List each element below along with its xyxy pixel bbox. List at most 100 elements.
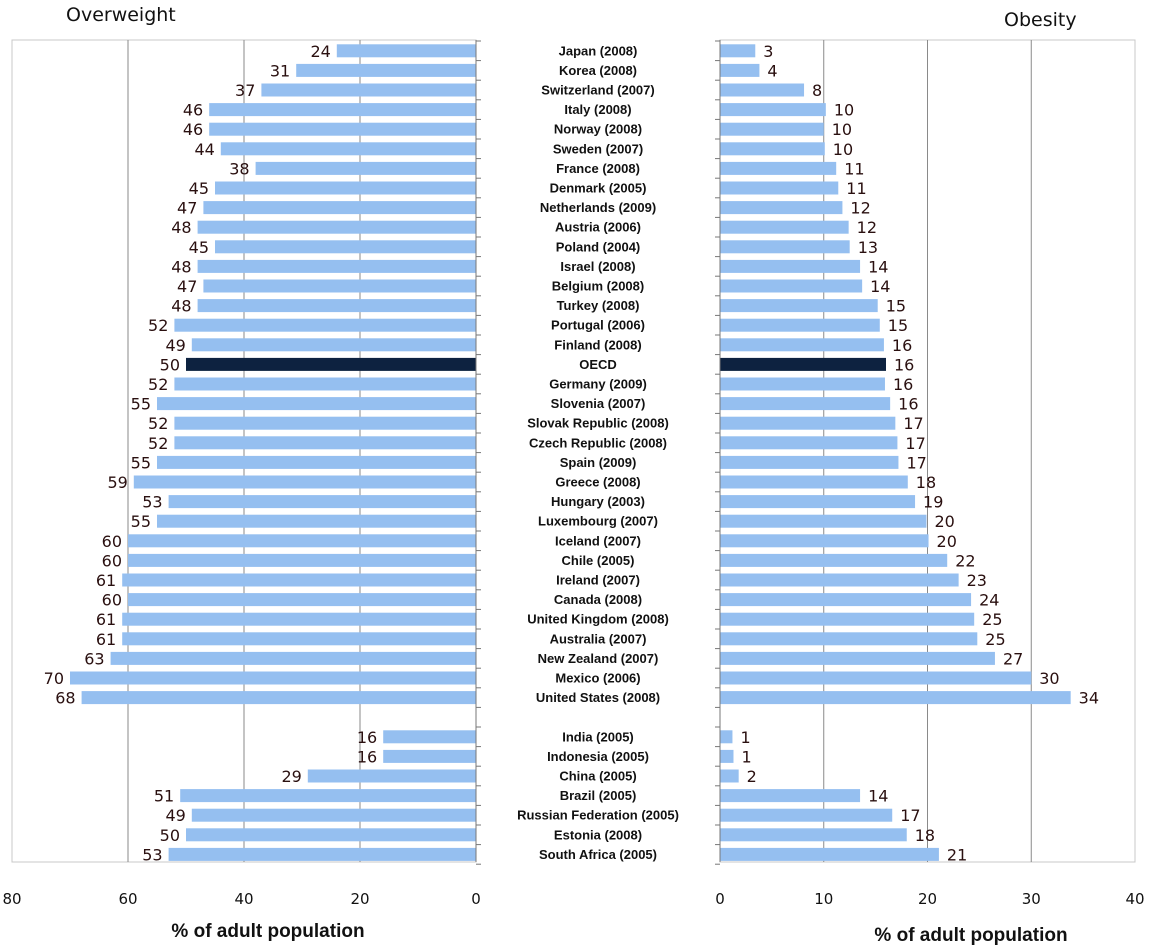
overweight-data-label: 50 [160, 826, 180, 845]
overweight-data-label: 70 [44, 669, 64, 688]
obesity-data-label: 30 [1039, 669, 1059, 688]
category-label: China (2005) [559, 769, 636, 784]
obesity-bar [720, 161, 837, 175]
overweight-x-axis-label: % of adult population [171, 921, 364, 942]
obesity-x-tick-label: 0 [715, 890, 725, 908]
overweight-data-label: 60 [102, 551, 122, 570]
obesity-bar [720, 847, 939, 861]
obesity-data-label: 11 [846, 179, 866, 198]
overweight-bar [215, 181, 476, 195]
obesity-data-label: 20 [934, 512, 954, 531]
obesity-data-labels: 3481010101111121213141415151616161617171… [740, 42, 1099, 865]
obesity-data-label: 18 [916, 473, 936, 492]
obesity-bar [720, 377, 885, 391]
overweight-bar [122, 612, 476, 626]
category-label: South Africa (2005) [539, 847, 657, 862]
obesity-bar [720, 769, 739, 783]
obesity-bar [720, 573, 959, 587]
obesity-data-label: 12 [850, 199, 870, 218]
category-label: Austria (2006) [555, 220, 641, 235]
obesity-data-label: 24 [979, 591, 999, 610]
category-label: Belgium (2008) [552, 279, 644, 294]
obesity-data-label: 15 [886, 297, 906, 316]
overweight-data-label: 45 [189, 238, 209, 257]
obesity-data-label: 14 [868, 787, 888, 806]
obesity-data-label: 10 [834, 101, 854, 120]
category-label: Poland (2004) [556, 239, 641, 254]
overweight-bar [110, 651, 476, 665]
obesity-data-label: 14 [868, 257, 888, 276]
overweight-bars [70, 44, 477, 861]
overweight-data-label: 51 [154, 787, 174, 806]
category-label: Hungary (2003) [551, 494, 645, 509]
obesity-x-tick-label: 20 [918, 890, 937, 908]
obesity-data-label: 17 [903, 414, 923, 433]
overweight-x-tick-label: 0 [471, 890, 481, 908]
overweight-data-label: 47 [177, 199, 197, 218]
overweight-bar [157, 455, 476, 469]
category-label: Australia (2007) [550, 631, 647, 646]
obesity-data-label: 17 [905, 434, 925, 453]
obesity-x-tick-label: 30 [1022, 890, 1041, 908]
obesity-data-label: 20 [937, 532, 957, 551]
overweight-data-label: 52 [148, 375, 168, 394]
overweight-bar [174, 377, 476, 391]
overweight-data-label: 48 [171, 297, 191, 316]
obesity-x-axis-label: % of adult population [874, 925, 1067, 946]
overweight-data-label: 52 [148, 316, 168, 335]
obesity-data-label: 17 [900, 806, 920, 825]
overweight-data-label: 49 [165, 336, 185, 355]
overweight-bar [203, 201, 476, 215]
obesity-bar [720, 730, 733, 744]
category-label: Finland (2008) [554, 337, 641, 352]
overweight-bar [209, 103, 476, 117]
obesity-data-label: 4 [767, 61, 777, 80]
overweight-data-label: 60 [102, 532, 122, 551]
obesity-title: Obesity [1004, 9, 1077, 31]
obesity-bar [720, 83, 805, 97]
obesity-data-label: 21 [947, 845, 967, 864]
obesity-bar [720, 534, 929, 548]
obesity-bar [720, 514, 927, 528]
obesity-data-label: 27 [1003, 649, 1023, 668]
obesity-bar [720, 808, 893, 822]
obesity-data-label: 16 [892, 336, 912, 355]
obesity-bar [720, 593, 972, 607]
overweight-bar [174, 318, 476, 332]
obesity-bar [720, 142, 825, 156]
obesity-data-label: 16 [893, 375, 913, 394]
overweight-bar [209, 122, 476, 136]
overweight-gridlines [127, 40, 361, 862]
overweight-bar [128, 593, 476, 607]
overweight-bar [296, 63, 476, 77]
overweight-bar [122, 632, 476, 646]
overweight-bar [383, 730, 476, 744]
obesity-data-label: 19 [923, 493, 943, 512]
overweight-data-label: 63 [84, 649, 104, 668]
category-label: Israel (2008) [560, 259, 635, 274]
obesity-data-label: 10 [833, 140, 853, 159]
category-label: Netherlands (2009) [540, 200, 656, 215]
category-label: Norway (2008) [554, 122, 642, 137]
overweight-data-label: 31 [270, 61, 290, 80]
obesity-x-tick-label: 40 [1125, 890, 1144, 908]
obesity-data-label: 18 [915, 826, 935, 845]
overweight-bar [168, 847, 476, 861]
category-label: Switzerland (2007) [541, 83, 654, 98]
obesity-data-label: 1 [741, 747, 751, 766]
obesity-bars [720, 44, 1071, 861]
obesity-bar [720, 749, 734, 763]
obesity-data-label: 25 [985, 630, 1005, 649]
overweight-data-label: 68 [55, 689, 75, 708]
overweight-bar [157, 397, 476, 411]
category-label: Iceland (2007) [555, 533, 641, 548]
obesity-data-label: 25 [982, 610, 1002, 629]
category-label: Estonia (2008) [554, 827, 642, 842]
overweight-x-tick-label: 60 [118, 890, 137, 908]
obesity-bar [720, 63, 760, 77]
overweight-bar [180, 789, 476, 803]
obesity-data-label: 2 [747, 767, 757, 786]
overweight-data-label: 29 [281, 767, 301, 786]
overweight-bar [168, 495, 476, 509]
overweight-data-label: 61 [96, 571, 116, 590]
